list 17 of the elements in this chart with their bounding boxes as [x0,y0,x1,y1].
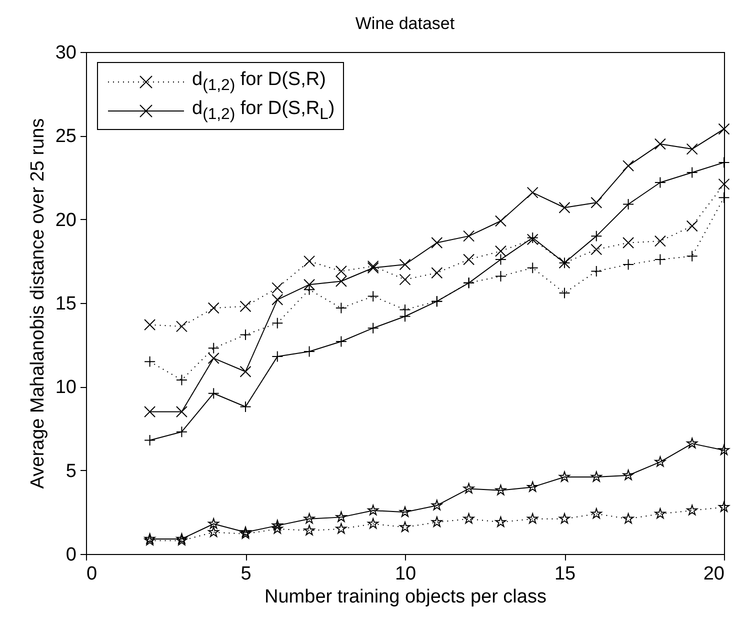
y-tick-label: 20 [55,210,76,231]
y-tick-label: 5 [66,460,76,482]
x-tick-label: 15 [554,564,576,584]
legend-label: d$_{(1,2)}$ for D(S,R$_{L}$) [192,97,335,125]
y-axis-title: Average Mahalanobis distance over 25 runs [27,118,48,489]
y-tick-label: 10 [55,377,76,398]
y-tick-label: 25 [55,126,76,148]
chart-title: Wine dataset [355,14,455,33]
y-tick-label: 0 [66,544,76,566]
y-tick-label: 30 [55,42,76,64]
x-tick-label: 10 [394,564,416,584]
y-tick-label: 15 [55,294,76,314]
legend-label: d$_{(1,2)}$ for D(S,R) [192,68,326,96]
x-tick-label: 0 [86,564,98,584]
x-axis-title: Number training objects per class [264,586,546,608]
x-tick-label: 20 [703,564,724,584]
x-tick-label: 5 [240,564,252,584]
